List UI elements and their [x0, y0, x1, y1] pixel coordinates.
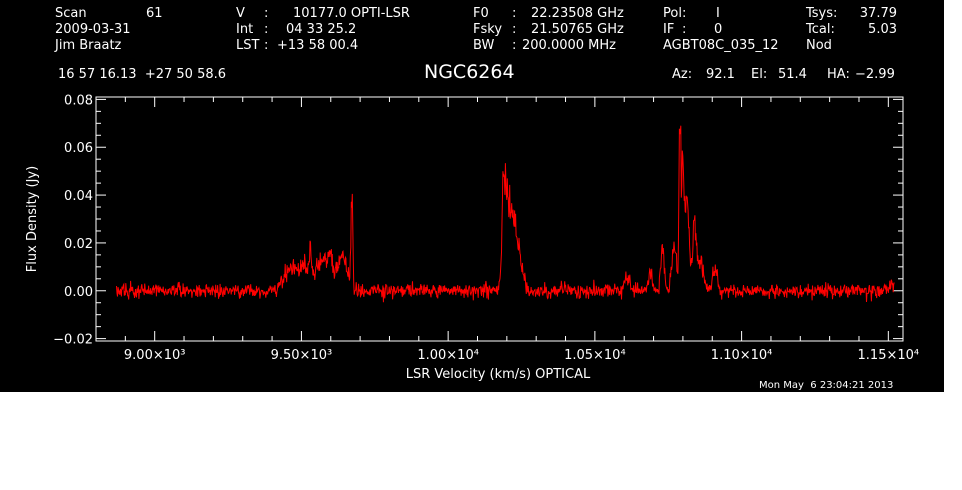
v-label: V [236, 6, 245, 21]
scan-value: 61 [146, 6, 163, 21]
f0-value: 22.23508 GHz [531, 6, 624, 21]
tsys-value: 37.79 [859, 6, 897, 21]
az-label: Az: [672, 67, 693, 82]
spectrum-series-line [116, 125, 895, 303]
fsky-label: Fsky [473, 22, 503, 37]
observing-mode: Nod [806, 38, 832, 53]
x-tick-label: 1.00×10⁴ [417, 348, 479, 363]
int-value: 04 33 25.2 [286, 22, 357, 37]
lst-label: LST [236, 38, 260, 53]
y-tick-label: 0.02 [64, 237, 93, 252]
tsys-label: Tsys: [806, 6, 838, 21]
v-sep: : [264, 6, 269, 21]
f0-label: F0 [473, 6, 489, 21]
render-timestamp: Mon May 6 23:04:21 2013 [759, 380, 894, 391]
tcal-value: 5.03 [868, 22, 897, 37]
el-label: El: [751, 67, 768, 82]
ha-value: −2.99 [855, 67, 895, 82]
fsky-value: 21.50765 GHz [531, 22, 624, 37]
y-tick-label: 0.08 [64, 93, 93, 108]
int-sep: : [264, 22, 269, 37]
az-value: 92.1 [706, 67, 735, 82]
source-coordinates: 16 57 16.13 +27 50 58.6 [58, 67, 227, 82]
if-label: IF [663, 22, 675, 37]
lst-value: +13 58 00.4 [277, 38, 359, 53]
observation-date: 2009-03-31 [55, 22, 131, 37]
source-name: NGC6264 [424, 61, 515, 83]
el-value: 51.4 [778, 67, 807, 82]
pol-value: I [716, 6, 720, 21]
pol-label: Pol: [663, 6, 687, 21]
observer-name: Jim Braatz [55, 38, 122, 53]
x-tick-label: 9.00×10³ [124, 348, 186, 363]
f0-sep: : [512, 6, 517, 21]
y-tick-label: 0.04 [64, 189, 93, 204]
y-axis-label: Flux Density (Jy) [25, 166, 40, 272]
x-tick-label: 9.50×10³ [271, 348, 333, 363]
x-tick-label: 1.15×10⁴ [858, 348, 920, 363]
x-axis-label: LSR Velocity (km/s) OPTICAL [406, 367, 591, 382]
plot-frame [95, 96, 904, 342]
v-value: 10177.0 OPTI-LSR [293, 6, 410, 21]
if-value: 0 [714, 22, 723, 37]
if-sep: : [682, 22, 687, 37]
ha-label: HA: [827, 67, 850, 82]
scan-label: Scan [55, 6, 87, 21]
spectrum-chart: 9.00×10³ 9.50×10³ 1.00×10⁴ 1.05×10⁴ 1.10×10⁴… [25, 93, 920, 382]
lst-sep: : [264, 38, 269, 53]
bw-value: 200.0000 MHz [522, 38, 616, 53]
y-tick-label: 0.00 [64, 285, 93, 300]
x-tick-label: 1.10×10⁴ [711, 348, 773, 363]
y-tick-label: 0.06 [64, 141, 93, 156]
tcal-label: Tcal: [806, 22, 835, 37]
int-label: Int [236, 22, 254, 37]
bw-label: BW [473, 38, 495, 53]
x-tick-label: 1.05×10⁴ [564, 348, 626, 363]
project-id: AGBT08C_035_12 [663, 38, 779, 53]
plot-window: Scan 61 2009-03-31 Jim Braatz V : 10177.… [0, 0, 944, 392]
fsky-sep: : [512, 22, 517, 37]
bw-sep: : [512, 38, 517, 53]
y-tick-label: −0.02 [53, 333, 93, 348]
